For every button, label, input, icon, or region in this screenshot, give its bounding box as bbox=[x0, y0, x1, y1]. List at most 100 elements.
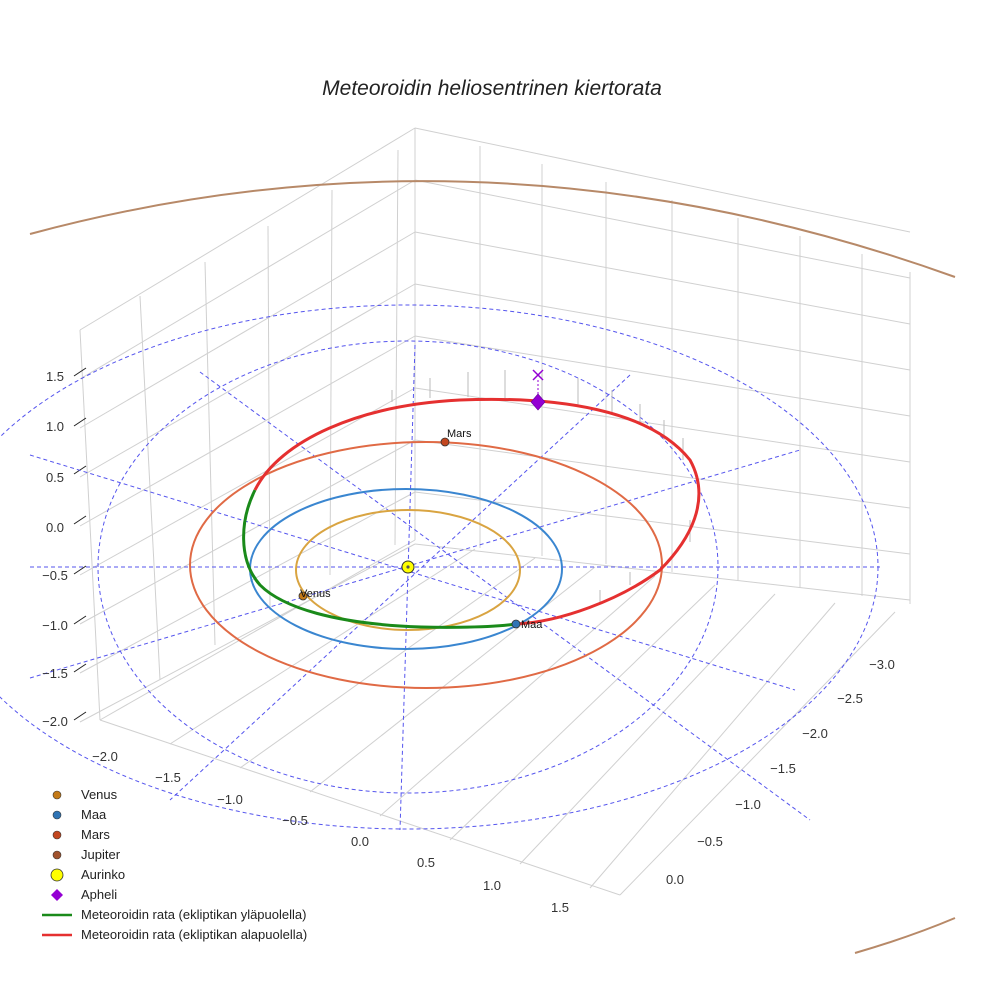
legend-marker bbox=[52, 810, 62, 820]
x-tick-label: 0.0 bbox=[351, 834, 369, 849]
grid-line bbox=[79, 329, 101, 721]
legend-item[interactable]: Aurinko bbox=[50, 867, 125, 882]
grid-line bbox=[169, 548, 476, 745]
grid-line bbox=[139, 295, 161, 681]
grid-line bbox=[79, 231, 416, 429]
x-tick-label: 1.0 bbox=[483, 878, 501, 893]
ref-axis-diagonal bbox=[199, 371, 811, 821]
tick-labels: 1.5 1.0 0.5 0.0 −0.5 −1.0 −1.5 −2.0 −2.0 −1.5 −1.0… bbox=[42, 369, 895, 915]
axis-grid bbox=[73, 127, 911, 896]
grid-line bbox=[79, 491, 416, 674]
legend-label: Mars bbox=[81, 827, 110, 842]
grid-line bbox=[79, 179, 416, 380]
x-tick-label: 0.5 bbox=[417, 855, 435, 870]
x-tick-label: −0.5 bbox=[282, 813, 308, 828]
tick-mark bbox=[73, 711, 87, 721]
grid-line bbox=[79, 335, 416, 527]
z-tick-label: 0.5 bbox=[46, 470, 64, 485]
mars-marker bbox=[440, 437, 450, 447]
venus-label: Venus bbox=[300, 588, 331, 600]
y-tick-label: −3.0 bbox=[869, 657, 895, 672]
legend-label: Apheli bbox=[81, 887, 117, 902]
tick-mark bbox=[73, 663, 87, 673]
legend-marker bbox=[50, 868, 64, 882]
sun-center bbox=[406, 565, 410, 569]
grid-line bbox=[99, 539, 416, 721]
maa-marker bbox=[511, 619, 521, 629]
ref-axis-vertical bbox=[399, 344, 416, 831]
ecliptic-reference-grid bbox=[0, 304, 880, 831]
x-tick-label: −2.0 bbox=[92, 749, 118, 764]
grid-line bbox=[414, 283, 911, 371]
grid-line bbox=[239, 557, 536, 769]
ref-axis-diagonal bbox=[169, 374, 631, 801]
grid-line bbox=[79, 543, 416, 723]
x-tick-label: −1.0 bbox=[217, 792, 243, 807]
legend-label: Venus bbox=[81, 787, 118, 802]
grid-line bbox=[79, 127, 416, 331]
grid-line bbox=[414, 179, 911, 279]
ref-axis-diagonal bbox=[29, 454, 796, 691]
meteoroid-orbit-above bbox=[242, 489, 517, 629]
legend-label: Maa bbox=[81, 807, 107, 822]
legend-item[interactable]: Maa bbox=[52, 807, 107, 822]
z-tick-label: −1.5 bbox=[42, 666, 68, 681]
grid-line bbox=[309, 566, 596, 793]
legend-item[interactable]: Apheli bbox=[51, 887, 117, 902]
tick-mark bbox=[73, 367, 87, 377]
legend[interactable]: Venus Maa Mars Jupiter Aurinko Apheli Meteoroi… bbox=[42, 787, 307, 942]
tick-mark bbox=[73, 565, 87, 575]
tick-mark bbox=[73, 417, 87, 427]
tick-mark bbox=[73, 515, 87, 525]
legend-item[interactable]: Jupiter bbox=[52, 847, 121, 862]
grid-line bbox=[414, 491, 911, 555]
legend-marker bbox=[51, 889, 63, 901]
y-tick-label: −2.5 bbox=[837, 691, 863, 706]
legend-marker bbox=[52, 830, 62, 840]
y-tick-label: −0.5 bbox=[697, 834, 723, 849]
z-tick-label: 1.5 bbox=[46, 369, 64, 384]
legend-item[interactable]: Meteoroidin rata (ekliptikan alapuolella… bbox=[42, 927, 307, 942]
grid-line bbox=[414, 231, 911, 325]
grid-line bbox=[79, 387, 416, 576]
y-tick-label: 0.0 bbox=[666, 872, 684, 887]
legend-item[interactable]: Venus bbox=[52, 787, 118, 802]
orbits-layer bbox=[29, 180, 956, 954]
venus-orbit bbox=[295, 509, 521, 631]
markers-layer: Venus Maa Mars bbox=[298, 369, 546, 631]
grid-line bbox=[449, 584, 716, 841]
legend-marker bbox=[52, 850, 62, 860]
grid-line bbox=[394, 149, 399, 546]
mars-orbit bbox=[189, 441, 663, 689]
grid-line bbox=[589, 602, 836, 889]
ref-axis-diagonal bbox=[29, 449, 801, 679]
grid-line bbox=[414, 439, 911, 509]
grid-line bbox=[414, 127, 911, 233]
legend-label: Meteoroidin rata (ekliptikan yläpuolella… bbox=[81, 907, 306, 922]
mars-label: Mars bbox=[447, 428, 472, 440]
grid-line bbox=[619, 611, 896, 896]
y-tick-label: −1.0 bbox=[735, 797, 761, 812]
z-tick-label: −2.0 bbox=[42, 714, 68, 729]
legend-label: Jupiter bbox=[81, 847, 121, 862]
legend-label: Meteoroidin rata (ekliptikan alapuolella… bbox=[81, 927, 307, 942]
venus-marker bbox=[298, 591, 308, 601]
grid-line bbox=[204, 261, 216, 646]
legend-label: Aurinko bbox=[81, 867, 125, 882]
z-tick-label: −1.0 bbox=[42, 618, 68, 633]
aphelion-x-stroke bbox=[532, 369, 544, 381]
maa-label: Maa bbox=[521, 619, 543, 631]
grid-line bbox=[414, 335, 911, 417]
y-tick-label: −2.0 bbox=[802, 726, 828, 741]
legend-item[interactable]: Meteoroidin rata (ekliptikan yläpuolella… bbox=[42, 907, 306, 922]
y-tick-label: −1.5 bbox=[770, 761, 796, 776]
grid-line bbox=[79, 439, 416, 625]
x-tick-label: −1.5 bbox=[155, 770, 181, 785]
jupiter-orbit-bottom bbox=[854, 917, 956, 954]
chart-title: Meteoroidin heliosentrinen kiertorata bbox=[322, 77, 662, 100]
jupiter-orbit-top bbox=[29, 180, 956, 278]
z-tick-label: −0.5 bbox=[42, 568, 68, 583]
legend-item[interactable]: Mars bbox=[52, 827, 110, 842]
legend-marker bbox=[52, 790, 62, 800]
